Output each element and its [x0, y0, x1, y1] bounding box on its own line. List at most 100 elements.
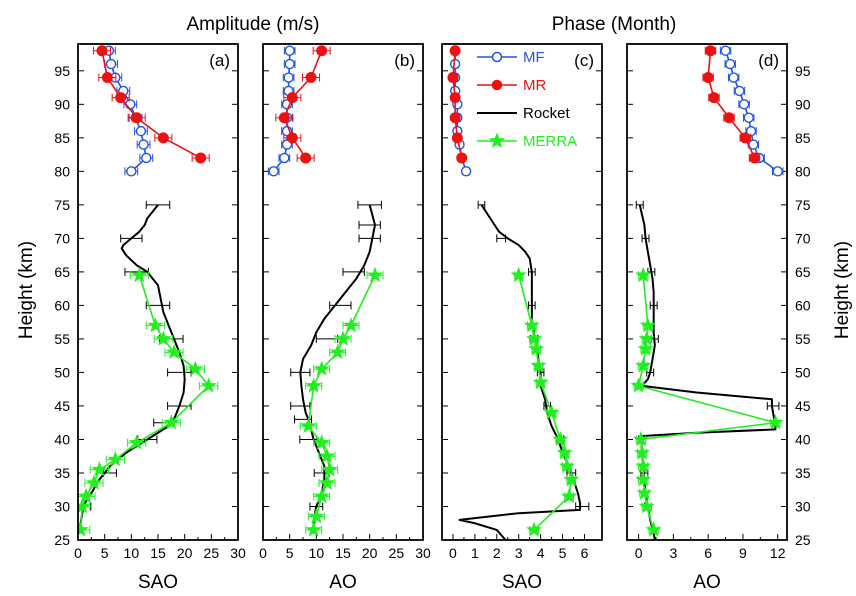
error-bar-rocket [167, 368, 192, 377]
data-point-mf [745, 125, 757, 137]
phase-title: Phase (Month) [552, 14, 677, 35]
panel-frame [441, 43, 603, 541]
data-point-merra [200, 377, 217, 393]
y-tick-label: 95 [795, 63, 811, 79]
error-bar-rocket [315, 334, 339, 343]
data-point-merra [334, 330, 352, 346]
x-tick-label: 10 [309, 545, 325, 561]
error-bar-rocket [103, 468, 117, 477]
y-tick-label: 45 [54, 398, 70, 414]
error-bar-rocket [120, 234, 143, 243]
y-tick-label: 80 [795, 163, 811, 179]
error-bar-rocket [635, 200, 644, 209]
xlabel-a: SAO [138, 572, 178, 593]
data-point-merra [366, 266, 384, 283]
data-point-mf [449, 58, 461, 70]
data-point-merra [85, 474, 103, 490]
plot-area [78, 45, 219, 537]
data-point-merra [165, 343, 183, 360]
data-point-merra [526, 330, 543, 346]
error-bar-rocket [528, 267, 536, 276]
error-bar-rocket [290, 401, 311, 410]
data-point-merra [329, 343, 346, 360]
series-line-merra [637, 275, 777, 531]
data-point-mr [749, 152, 761, 164]
x-tick-label: 0 [74, 545, 82, 561]
panel-frame [626, 43, 788, 541]
svg-text:MF: MF [523, 49, 545, 66]
data-point-mr [278, 112, 290, 124]
data-point-mr [739, 132, 751, 144]
data-point-mr [131, 112, 143, 124]
data-point-merra [532, 374, 549, 390]
data-point-merra [635, 266, 652, 283]
data-point-merra [561, 488, 578, 504]
y-tick-label: 70 [54, 230, 70, 246]
data-point-merra [635, 357, 652, 373]
error-bar-rocket [329, 301, 352, 310]
data-point-merra [313, 488, 330, 504]
data-point-merra [308, 508, 325, 524]
data-point-mr [449, 45, 461, 57]
panel-frame [262, 43, 424, 541]
x-tick-label: 6 [581, 545, 589, 561]
x-tick-label: 5 [286, 545, 294, 561]
y-tick-label: 90 [795, 96, 811, 112]
data-point-merra [313, 434, 330, 450]
x-tick-label: 30 [230, 545, 246, 561]
x-tick-label: 12 [770, 545, 786, 561]
data-point-mr [704, 45, 716, 57]
x-tick-label: 3 [669, 545, 677, 561]
data-point-merra [635, 457, 652, 474]
y-tick-label: 75 [54, 197, 70, 213]
panel-label: (c) [574, 51, 594, 70]
data-point-merra [556, 444, 573, 460]
data-point-mr [449, 112, 461, 124]
data-point-mr [447, 72, 459, 84]
data-point-merra [558, 457, 575, 474]
data-point-merra [78, 498, 91, 514]
series-line-rocket [458, 204, 582, 540]
y-tick-label: 35 [54, 465, 70, 481]
svg-text:MR: MR [523, 77, 546, 94]
series-line-mr [101, 50, 202, 159]
data-point-merra [639, 317, 656, 333]
data-point-merra [128, 434, 145, 450]
x-tick-label: 10 [124, 545, 140, 561]
error-bar-rocket [357, 200, 382, 209]
panel-2: 0 5 10 15 20 25 30 (b) [259, 43, 431, 561]
data-point-merra [313, 360, 330, 376]
error-bar-rocket [641, 234, 650, 243]
data-point-mf [105, 58, 117, 70]
series-line-rocket [638, 204, 777, 540]
series-line-merra [79, 274, 210, 531]
y-tick-label: 75 [795, 197, 811, 213]
legend-entry-merra: MERRA [477, 132, 577, 150]
data-point-mf [734, 85, 745, 97]
data-point-merra [107, 451, 124, 467]
panels: 0 5 10 15 20 25 302530354045505560657075808590… [54, 43, 811, 561]
data-point-merra [635, 471, 652, 487]
x-tick-label: 15 [150, 545, 166, 561]
data-point-mr [286, 132, 298, 144]
y-tick-label: 70 [795, 230, 811, 246]
data-point-merra [163, 414, 180, 430]
data-point-merra [305, 377, 322, 393]
data-point-mr [300, 152, 312, 164]
y-tick-label: 40 [795, 431, 811, 447]
error-bar-rocket [145, 301, 171, 310]
xlabel-b: AO [329, 572, 356, 593]
y-tick-label: 60 [795, 297, 811, 313]
legend-entry-rocket: Rocket [477, 105, 571, 122]
xlabel-c: SAO [502, 572, 542, 593]
data-point-mr [723, 112, 735, 124]
series-line-mf [724, 50, 779, 172]
y-tick-label: 85 [54, 130, 70, 146]
data-point-mf [738, 99, 750, 110]
data-point-mr [449, 92, 461, 104]
panel-1: 0 5 10 15 20 25 30 25 30 35 40 45 50 55 60 65 70 75 80 85 90… [54, 43, 246, 561]
data-point-merra [767, 414, 784, 430]
data-point-merra [147, 317, 164, 333]
plot-area [630, 45, 784, 540]
